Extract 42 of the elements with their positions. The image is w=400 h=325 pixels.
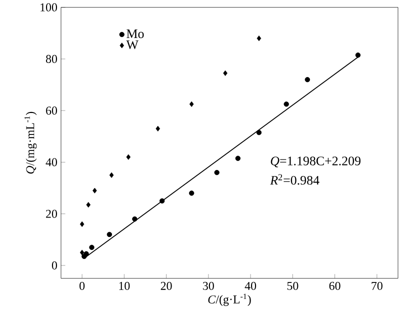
- x-tick-label: 40: [244, 282, 256, 290]
- point: [132, 216, 138, 222]
- legend-label: Mo: [126, 29, 144, 38]
- point: [188, 190, 194, 196]
- point: [109, 172, 114, 178]
- legend-label: W: [126, 40, 138, 49]
- annotation: Q=1.198C+2.209: [270, 156, 360, 168]
- x-tick-label: 20: [160, 282, 172, 290]
- x-tick-label: 0: [80, 282, 85, 290]
- y-tick-label: 80: [46, 54, 58, 63]
- y-tick-label: 20: [46, 210, 58, 218]
- point: [156, 126, 160, 132]
- point: [189, 101, 194, 107]
- point: [80, 221, 84, 227]
- annotation: R$^{2}$=0.984: [270, 174, 320, 185]
- x-tick-label: 30: [203, 282, 214, 290]
- point: [106, 232, 112, 237]
- point: [284, 101, 289, 107]
- point: [160, 198, 165, 204]
- y-tick-label: 100: [40, 3, 58, 12]
- x-tick-label: 50: [287, 282, 298, 290]
- point: [235, 156, 241, 161]
- y-tick-label: 60: [46, 106, 58, 114]
- point: [92, 188, 97, 194]
- point: [80, 250, 84, 256]
- x-tick-label: 10: [119, 282, 130, 290]
- point: [86, 202, 91, 208]
- point: [223, 70, 228, 76]
- point: [84, 251, 89, 256]
- point: [89, 244, 94, 250]
- point: [214, 170, 220, 175]
- x-tick-label: 60: [329, 282, 340, 290]
- y-tick-label: 40: [46, 158, 58, 166]
- point: [304, 76, 310, 82]
- x-tick-label: 70: [372, 282, 382, 290]
- point: [126, 154, 131, 160]
- point: [256, 130, 262, 135]
- point: [355, 52, 361, 58]
- point: [256, 35, 262, 41]
- x-axis-title: C/(g·L$^{-1}$): [208, 294, 251, 306]
- y-tick-label: 0: [52, 261, 58, 270]
- y-axis-title: Q/(mg·mL$^{-1}$): [24, 112, 37, 174]
